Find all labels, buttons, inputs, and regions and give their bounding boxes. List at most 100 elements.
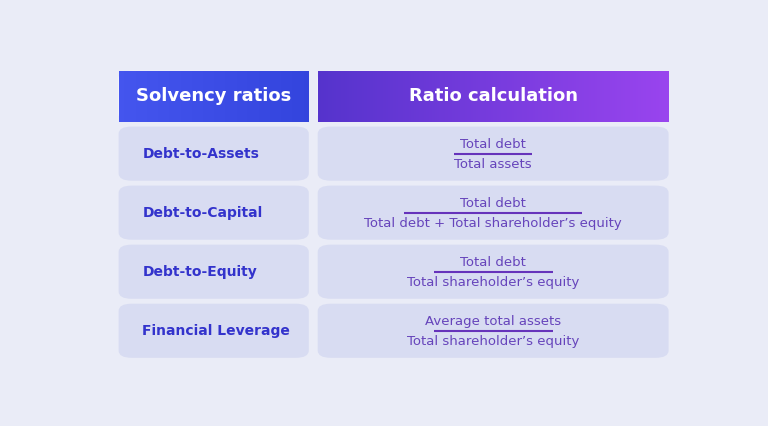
Bar (283, 71, 284, 122)
Bar (178, 71, 180, 122)
Bar (263, 71, 264, 122)
Bar (524, 71, 525, 122)
Bar (471, 71, 472, 122)
Bar (601, 71, 603, 122)
Bar (122, 71, 124, 122)
Bar (649, 71, 650, 122)
Bar (448, 71, 449, 122)
Bar (465, 71, 467, 122)
Bar (217, 71, 218, 122)
Bar (423, 71, 425, 122)
Bar (353, 71, 355, 122)
Bar (162, 71, 163, 122)
Bar (219, 71, 220, 122)
Text: Total shareholder’s equity: Total shareholder’s equity (407, 276, 579, 289)
Bar (202, 71, 204, 122)
Bar (394, 71, 396, 122)
Bar (300, 71, 301, 122)
Bar (214, 71, 215, 122)
Bar (363, 71, 365, 122)
Bar (300, 71, 302, 122)
Bar (257, 71, 258, 122)
Bar (259, 71, 260, 122)
Bar (631, 71, 633, 122)
Bar (251, 71, 253, 122)
Bar (630, 71, 632, 122)
Bar (330, 71, 333, 122)
Bar (280, 71, 281, 122)
Bar (459, 71, 461, 122)
Bar (522, 71, 524, 122)
Bar (213, 71, 214, 122)
Bar (118, 71, 120, 122)
Bar (143, 71, 144, 122)
Bar (414, 71, 415, 122)
Bar (151, 71, 152, 122)
Bar (475, 71, 478, 122)
Bar (617, 71, 619, 122)
Bar (360, 71, 362, 122)
Bar (161, 71, 162, 122)
Bar (660, 71, 662, 122)
Bar (218, 71, 220, 122)
Bar (292, 71, 293, 122)
Bar (194, 71, 195, 122)
Bar (397, 71, 399, 122)
Bar (280, 71, 282, 122)
Bar (306, 71, 307, 122)
Bar (122, 71, 123, 122)
Bar (370, 71, 372, 122)
Bar (201, 71, 202, 122)
Bar (155, 71, 157, 122)
Bar (513, 71, 515, 122)
Bar (138, 71, 140, 122)
Bar (172, 71, 173, 122)
Bar (484, 71, 485, 122)
Bar (303, 71, 305, 122)
Bar (443, 71, 445, 122)
Bar (198, 71, 199, 122)
Bar (464, 71, 465, 122)
Bar (609, 71, 611, 122)
Bar (647, 71, 648, 122)
Bar (432, 71, 434, 122)
Bar (647, 71, 649, 122)
Bar (257, 71, 259, 122)
Bar (515, 71, 517, 122)
Bar (308, 71, 310, 122)
Bar (507, 71, 509, 122)
Bar (551, 71, 554, 122)
Bar (329, 71, 331, 122)
Bar (299, 71, 300, 122)
Bar (410, 71, 412, 122)
Bar (278, 71, 279, 122)
Bar (288, 71, 289, 122)
Bar (234, 71, 235, 122)
Bar (449, 71, 451, 122)
Bar (558, 71, 561, 122)
Bar (497, 71, 498, 122)
Bar (651, 71, 653, 122)
Bar (298, 71, 300, 122)
Bar (294, 71, 296, 122)
Bar (186, 71, 187, 122)
Bar (266, 71, 267, 122)
Bar (194, 71, 196, 122)
Bar (295, 71, 296, 122)
Bar (165, 71, 166, 122)
Bar (243, 71, 245, 122)
Bar (369, 71, 371, 122)
Bar (265, 71, 266, 122)
Bar (323, 71, 326, 122)
Bar (416, 71, 418, 122)
Bar (460, 71, 462, 122)
Bar (239, 71, 240, 122)
Bar (147, 71, 149, 122)
Bar (492, 71, 494, 122)
Bar (625, 71, 627, 122)
Bar (140, 71, 141, 122)
Bar (404, 71, 406, 122)
Bar (511, 71, 512, 122)
Bar (488, 71, 490, 122)
Bar (170, 71, 171, 122)
